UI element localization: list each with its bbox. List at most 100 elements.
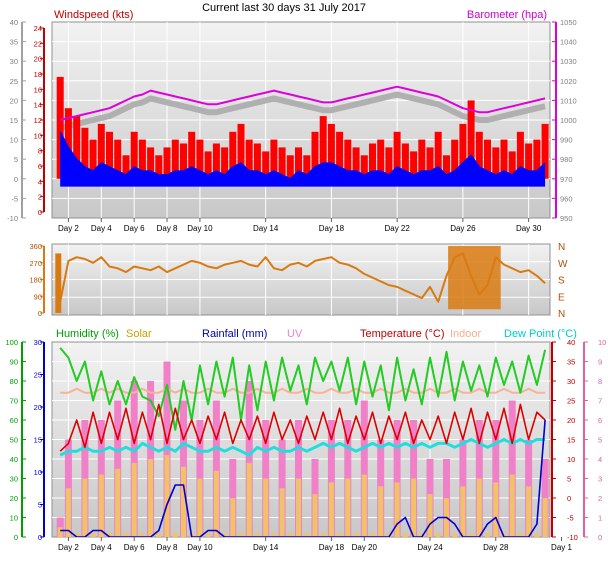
uv-axis-tick-label: 2 — [598, 494, 602, 503]
uv-bar — [163, 361, 171, 537]
direction-axis-tick-label: 90 — [34, 292, 42, 301]
atmosphere-x-axis-tick-label: Day 2 — [58, 543, 79, 552]
solar-bar — [419, 533, 425, 537]
rainfall-axis-tick-label: 25 — [34, 371, 42, 380]
direction-variable-block — [448, 246, 501, 310]
wind-inner-axis-tick-label: 14 — [34, 101, 42, 110]
direction-axis-tick-label: 360 — [29, 242, 42, 251]
wind-gust-bar — [451, 139, 459, 179]
wind-gust-bar — [508, 151, 516, 179]
wind-inner-axis-tick-label: 8 — [38, 147, 42, 156]
solar-bar — [156, 533, 162, 537]
solar-bar — [353, 533, 359, 537]
wind-inner-axis-tick-label: 2 — [38, 193, 42, 202]
uv-bar — [278, 439, 286, 537]
atmosphere-x-axis-tick-label: Day 4 — [91, 543, 112, 552]
direction-series — [55, 246, 546, 313]
temperature-line — [59, 403, 546, 452]
wind-gust-bar — [147, 147, 155, 179]
wind-gust-bar — [188, 131, 196, 179]
wind-x-axis-tick-label: Day 22 — [384, 224, 410, 233]
wind-gust-bar — [352, 147, 360, 179]
solar-bar — [378, 486, 384, 537]
indoor-line — [60, 387, 546, 394]
wind-gust-bar — [270, 139, 278, 179]
solar-bar — [98, 474, 104, 537]
wind-outer-axis-tick-label: 0 — [14, 175, 18, 184]
solar-bar — [148, 459, 154, 537]
wind-series — [56, 76, 549, 187]
solar-bar — [534, 533, 540, 537]
solar-bar — [254, 533, 260, 537]
solar-bar — [90, 533, 96, 537]
wind-gust-bar — [221, 147, 229, 179]
barometer-axis-tick-label: 990 — [560, 136, 573, 145]
wind-gust-bar — [484, 139, 491, 179]
solar-bar — [164, 455, 170, 537]
rainfall-axis-tick-label: 10 — [34, 468, 42, 477]
wind-outer-axis-tick-label: 5 — [14, 155, 18, 164]
temperature-axis-tick-label: 5 — [567, 475, 571, 484]
barometer-axis-tick-label: 980 — [560, 155, 573, 164]
solar-bar — [271, 533, 277, 537]
wind-inner-axis-tick-label: 0 — [38, 208, 42, 217]
wind-outer-axis-tick-label: -5 — [11, 194, 18, 203]
atmosphere-x-axis-tick-label: Day 1 — [551, 543, 572, 552]
solar-bar — [304, 533, 310, 537]
wind-gust-bar — [319, 116, 327, 179]
humidity-label: Humidity (%) — [56, 328, 119, 340]
barometer-axis-tick-label: 1040 — [560, 38, 577, 47]
atmosphere-x-axis-tick-label: Day 6 — [124, 543, 145, 552]
uv-bar — [130, 381, 138, 537]
solar-bar — [213, 470, 219, 537]
wind-inner-axis-tick-label: 6 — [38, 162, 42, 171]
wind-outer-axis-tick-label: 35 — [10, 38, 18, 47]
solar-bar — [230, 498, 236, 537]
solar-bar — [468, 533, 474, 537]
rainfall-axis-tick-label: 0 — [38, 533, 42, 542]
barometer-axis-tick-label: 970 — [560, 175, 573, 184]
rainfall-axis-tick-label: 30 — [34, 338, 42, 347]
solar-bar — [131, 462, 137, 537]
uv-axis-tick-label: 6 — [598, 416, 602, 425]
wind-gust-bar — [393, 131, 401, 179]
temperature-label: Temperature (°C) — [360, 328, 444, 340]
humidity-axis-tick-label: 50 — [10, 436, 18, 445]
wind-inner-axis-tick-label: 18 — [34, 70, 42, 79]
rainfall-axis-tick-label: 5 — [38, 501, 42, 510]
solar-label: Solar — [126, 328, 152, 340]
uv-bar — [212, 400, 220, 537]
wind-gust-bar — [516, 131, 524, 179]
wind-gust-bar — [286, 155, 294, 179]
wind-gust-bar — [229, 131, 237, 179]
temperature-axis-tick-label: 15 — [567, 436, 575, 445]
solar-bar — [65, 488, 71, 537]
wind-x-axis-tick-label: Day 10 — [187, 224, 213, 233]
solar-bar — [328, 482, 334, 537]
solar-bar — [485, 533, 490, 537]
wind-gust-bar — [344, 139, 352, 179]
solar-bar — [435, 533, 441, 537]
barometer-axis-tick-label: 950 — [560, 214, 573, 223]
uv-bar — [245, 381, 253, 537]
wind-gust-bar — [369, 143, 376, 179]
wind-gust-bar — [360, 155, 368, 179]
solar-bar — [370, 533, 375, 537]
solar-bar — [57, 527, 63, 537]
temperature-axis-tick-label: 30 — [567, 377, 575, 386]
wind-gust-bar — [336, 131, 344, 179]
solar-bar — [427, 494, 433, 537]
wind-gust-bar — [311, 131, 319, 179]
solar-bar — [312, 494, 318, 537]
wind-gust-bar — [459, 123, 467, 179]
barometer-line — [59, 85, 546, 121]
solar-bar — [345, 478, 351, 537]
barometer-axis-tick-label: 1010 — [560, 96, 577, 105]
solar-bar — [238, 533, 244, 537]
wind-gust-bar — [73, 116, 81, 179]
atmosphere-x-axis-tick-label: Day 24 — [417, 543, 443, 552]
solar-bar — [222, 533, 228, 537]
solar-bar — [542, 498, 548, 537]
